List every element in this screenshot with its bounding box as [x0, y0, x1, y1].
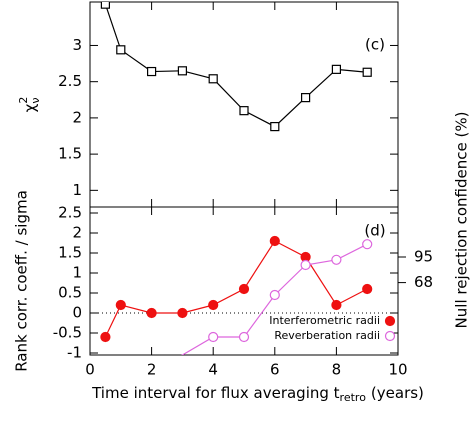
y-axis-label: Rank corr. coeff. / sigma	[13, 190, 31, 372]
marker	[239, 106, 249, 116]
marker	[269, 235, 280, 247]
legend-label: Interferometric radii	[269, 314, 380, 327]
legend-marker	[384, 330, 396, 342]
y2-axis-label: Null rejection confidence (%)	[453, 112, 471, 329]
marker	[208, 331, 219, 343]
y-tick-label: 2	[72, 108, 82, 126]
marker	[116, 45, 126, 55]
series-line	[104, 3, 368, 128]
y-tick-label: -0.5	[53, 324, 82, 342]
y-tick-label: 1.5	[58, 145, 82, 163]
y-axis-label-sub: ν	[29, 98, 42, 104]
y-axis-label-sup: 2	[17, 97, 30, 104]
marker	[100, 331, 111, 343]
x-axis-label-text: Time interval for flux averaging t	[91, 384, 340, 402]
marker	[269, 289, 280, 301]
panel-label: (d)	[364, 222, 385, 240]
y-tick-label: 1	[72, 181, 82, 199]
marker	[362, 283, 373, 295]
marker	[238, 331, 250, 343]
marker	[177, 66, 187, 76]
marker	[331, 254, 342, 265]
marker	[177, 307, 188, 319]
plot-frame	[89, 206, 399, 356]
plot-area	[100, 2, 372, 132]
plot-area	[90, 235, 398, 355]
legend-marker	[384, 315, 396, 327]
marker	[208, 299, 219, 311]
x-tick-label: 2	[147, 361, 157, 379]
x-tick-label: 4	[208, 361, 218, 379]
marker	[362, 67, 372, 77]
y-tick-label: -1	[67, 344, 82, 362]
x-tick-label: 0	[85, 361, 95, 379]
marker	[301, 93, 311, 103]
marker	[270, 121, 280, 132]
y-axis-label: χ2ν	[17, 97, 42, 113]
x-axis-label: Time interval for flux averaging tretro (…	[91, 384, 424, 405]
marker	[146, 307, 157, 319]
plot-frame	[89, 1, 399, 208]
marker	[100, 2, 111, 9]
marker	[238, 283, 250, 295]
y2-tick-label: 68	[414, 273, 433, 291]
marker	[300, 259, 311, 271]
x-axis-label-suffix: (years)	[371, 384, 424, 402]
y-tick-label: 1.5	[58, 244, 82, 262]
y-tick-label: 0	[72, 304, 82, 322]
y2-tick-label: 95	[414, 248, 433, 266]
y-tick-label: 1	[72, 264, 82, 282]
marker	[147, 66, 157, 77]
y-axis-label-symbol: χ	[21, 103, 39, 112]
x-tick-label: 6	[270, 361, 280, 379]
y-tick-label: 3	[72, 36, 82, 54]
marker	[331, 64, 341, 74]
marker	[208, 74, 218, 84]
panel-label: (c)	[365, 36, 385, 54]
x-tick-label: 8	[332, 361, 342, 379]
series-line	[104, 240, 368, 338]
legend-label: Reverberation radii	[274, 329, 380, 342]
y-tick-label: 0.5	[58, 284, 82, 302]
y-tick-label: 2	[72, 224, 82, 242]
marker	[115, 299, 126, 311]
marker	[331, 299, 342, 311]
x-axis-label-sub: retro	[340, 391, 367, 404]
y-tick-label: 2.5	[58, 204, 82, 222]
x-tick-label: 10	[388, 361, 407, 379]
marker	[362, 239, 373, 250]
y-tick-label: 2.5	[58, 72, 82, 90]
